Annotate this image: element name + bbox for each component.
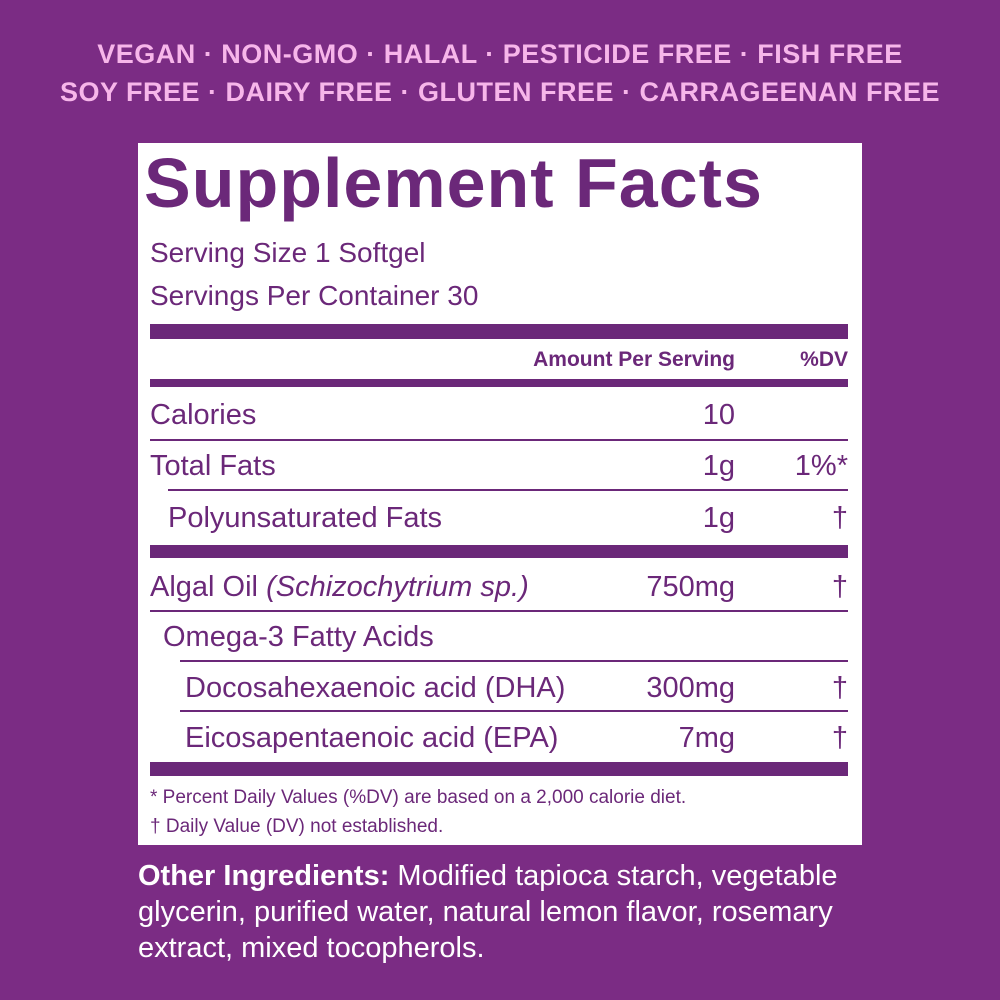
row-name: Algal Oil (Schizochytrium sp.) bbox=[150, 567, 529, 607]
row-name: Total Fats bbox=[150, 450, 276, 482]
panel-title: Supplement Facts bbox=[144, 144, 763, 222]
row-name: Polyunsaturated Fats bbox=[168, 502, 443, 534]
row-dv: 1%* bbox=[794, 450, 848, 482]
rule bbox=[168, 489, 848, 491]
thick-rule bbox=[150, 762, 848, 776]
facts-panel: Supplement Facts Serving Size 1 Softgel … bbox=[138, 143, 862, 845]
badge-line: VEGAN · NON-GMO · HALAL · PESTICIDE FREE… bbox=[97, 39, 903, 69]
row-dv: † bbox=[831, 502, 848, 534]
row-dv: † bbox=[831, 722, 848, 754]
serving-size: Serving Size 1 Softgel bbox=[150, 237, 426, 268]
row-dv: † bbox=[831, 571, 848, 603]
ingredient-name: Algal Oil bbox=[150, 571, 258, 603]
badge-line: SOY FREE · DAIRY FREE · GLUTEN FREE · CA… bbox=[59, 77, 941, 107]
rule bbox=[180, 710, 848, 712]
row-dv: † bbox=[831, 672, 848, 704]
rule bbox=[150, 379, 848, 387]
servings-per-container: Servings Per Container 30 bbox=[150, 280, 479, 311]
other-ingredients: Other Ingredients: Modified tapioca star… bbox=[138, 858, 878, 966]
rule bbox=[150, 439, 848, 441]
dv-header: %DV bbox=[800, 348, 848, 371]
row-name: Calories bbox=[150, 399, 257, 431]
row-amount: 1g bbox=[702, 502, 735, 534]
row-amount: 10 bbox=[702, 399, 735, 431]
row-amount: 300mg bbox=[646, 672, 735, 704]
row-name: Omega-3 Fatty Acids bbox=[163, 621, 434, 653]
amount-header: Amount Per Serving bbox=[533, 348, 735, 371]
row-amount: 7mg bbox=[678, 722, 735, 754]
ingredient-note: (Schizochytrium sp.) bbox=[266, 571, 529, 603]
other-ingredients-label: Other Ingredients: bbox=[138, 860, 390, 892]
other-ingredients-text: Modified tapioca starch, vegetable glyce… bbox=[138, 860, 838, 964]
thick-rule bbox=[150, 545, 848, 558]
thick-rule bbox=[150, 324, 848, 339]
row-amount: 1g bbox=[702, 450, 735, 482]
row-name: Eicosapentaenoic acid (EPA) bbox=[185, 722, 559, 754]
rule bbox=[180, 660, 848, 662]
rule bbox=[150, 610, 848, 612]
row-amount: 750mg bbox=[646, 571, 735, 603]
footnote: * Percent Daily Values (%DV) are based o… bbox=[150, 787, 687, 808]
footnote: † Daily Value (DV) not established. bbox=[150, 816, 444, 837]
row-name: Docosahexaenoic acid (DHA) bbox=[185, 672, 566, 704]
